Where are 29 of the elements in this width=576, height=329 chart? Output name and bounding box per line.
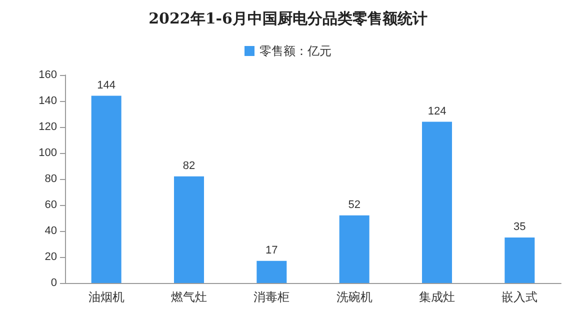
x-tick-label: 集成灶 [419, 290, 455, 304]
data-label: 35 [514, 221, 526, 233]
data-label: 17 [266, 244, 278, 256]
y-tick-label: 20 [44, 251, 57, 263]
bar [339, 215, 370, 283]
x-tick-label: 嵌入式 [502, 290, 538, 304]
bar [256, 260, 287, 283]
data-label: 124 [428, 105, 446, 118]
bar [504, 238, 535, 283]
data-label: 52 [348, 198, 360, 211]
bar [422, 122, 452, 283]
x-tick-label: 洗碗机 [336, 290, 372, 304]
x-tick-label: 消毒柜 [254, 290, 290, 304]
x-tick-label: 油烟机 [88, 290, 124, 304]
y-tick-label: 140 [38, 95, 57, 107]
y-tick-label: 160 [38, 69, 57, 81]
legend-label: 零售额：亿元 [260, 44, 332, 58]
data-label: 144 [97, 79, 116, 92]
x-tick-label: 燃气灶 [171, 290, 207, 304]
y-tick-label: 60 [44, 199, 57, 211]
y-tick-label: 100 [38, 147, 57, 159]
y-tick-label: 40 [44, 225, 57, 237]
bar [174, 176, 204, 283]
chart-title: 2022年1-6月中国厨电分品类零售额统计 [148, 10, 428, 28]
data-label: 82 [182, 160, 196, 172]
y-tick-label: 0 [50, 277, 57, 289]
bar [91, 96, 122, 283]
y-tick-label: 80 [44, 173, 57, 185]
y-tick-label: 120 [38, 121, 57, 133]
